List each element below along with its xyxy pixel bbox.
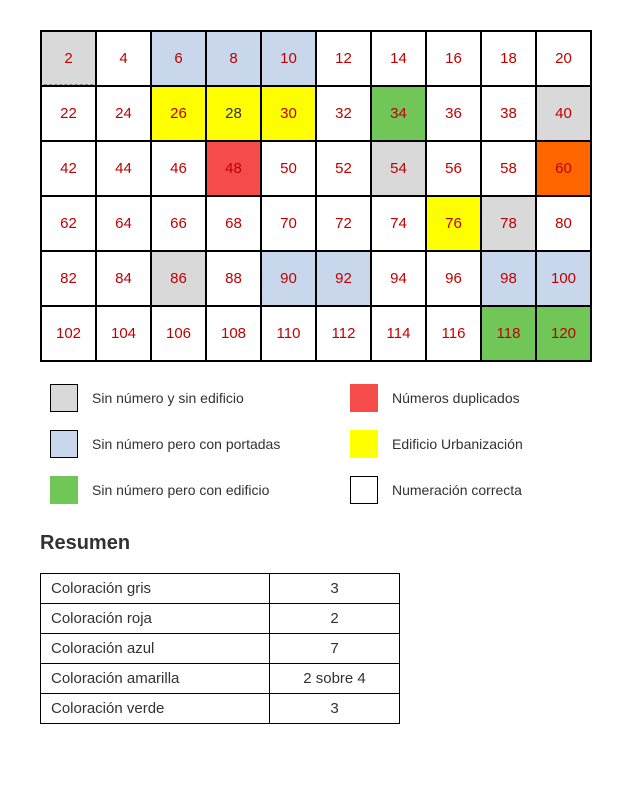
grid-cell: 18 [481, 31, 536, 86]
grid-cell: 40 [536, 86, 591, 141]
grid-cell: 14 [371, 31, 426, 86]
grid-cell: 116 [426, 306, 481, 361]
grid-cell: 38 [481, 86, 536, 141]
summary-value: 2 sobre 4 [270, 664, 400, 694]
legend-item: Números duplicados [350, 384, 610, 412]
table-row: Coloración roja2 [41, 604, 400, 634]
grid-cell: 94 [371, 251, 426, 306]
legend-item: Sin número y sin edificio [50, 384, 310, 412]
legend-item: Numeración correcta [350, 476, 610, 504]
summary-label: Coloración azul [41, 634, 270, 664]
grid-cell: 112 [316, 306, 371, 361]
grid-cell: 98 [481, 251, 536, 306]
grid-cell: 20 [536, 31, 591, 86]
grid-cell: 110 [261, 306, 316, 361]
grid-cell: 56 [426, 141, 481, 196]
legend-label: Números duplicados [392, 390, 520, 406]
grid-cell: 66 [151, 196, 206, 251]
grid-cell: 114 [371, 306, 426, 361]
grid-cell: 96 [426, 251, 481, 306]
grid-cell: 44 [96, 141, 151, 196]
legend-item: Edificio Urbanización [350, 430, 610, 458]
summary-value: 3 [270, 694, 400, 724]
grid-cell: 104 [96, 306, 151, 361]
grid-cell: 62 [41, 196, 96, 251]
table-row: Coloración azul7 [41, 634, 400, 664]
legend-swatch [50, 430, 78, 458]
grid-cell: 4 [96, 31, 151, 86]
legend-swatch [50, 384, 78, 412]
grid-cell: 6 [151, 31, 206, 86]
grid-cell: 86 [151, 251, 206, 306]
grid-cell: 58 [481, 141, 536, 196]
table-row: Coloración amarilla2 sobre 4 [41, 664, 400, 694]
summary-value: 7 [270, 634, 400, 664]
grid-cell: 54 [371, 141, 426, 196]
grid-cell: 46 [151, 141, 206, 196]
legend-label: Sin número pero con portadas [92, 436, 280, 452]
grid-cell: 118 [481, 306, 536, 361]
grid-cell: 120 [536, 306, 591, 361]
grid-cell: 88 [206, 251, 261, 306]
summary-label: Coloración roja [41, 604, 270, 634]
grid-cell: 108 [206, 306, 261, 361]
grid-cell: 30 [261, 86, 316, 141]
grid-cell: 76 [426, 196, 481, 251]
legend-label: Sin número y sin edificio [92, 390, 244, 406]
grid-cell: 70 [261, 196, 316, 251]
grid-cell: 74 [371, 196, 426, 251]
grid-cell: 34 [371, 86, 426, 141]
grid-cell: 2 [41, 31, 96, 86]
grid-cell: 72 [316, 196, 371, 251]
summary-value: 2 [270, 604, 400, 634]
legend-swatch [350, 430, 378, 458]
legend-swatch [350, 384, 378, 412]
summary-label: Coloración amarilla [41, 664, 270, 694]
summary-label: Coloración verde [41, 694, 270, 724]
grid-cell: 92 [316, 251, 371, 306]
grid-cell: 10 [261, 31, 316, 86]
grid-cell: 28 [206, 86, 261, 141]
legend-item: Sin número pero con portadas [50, 430, 310, 458]
grid-cell: 48 [206, 141, 261, 196]
grid-cell: 80 [536, 196, 591, 251]
grid-cell: 36 [426, 86, 481, 141]
grid-cell: 22 [41, 86, 96, 141]
grid-cell: 50 [261, 141, 316, 196]
grid-cell: 12 [316, 31, 371, 86]
grid-cell: 16 [426, 31, 481, 86]
grid-cell: 84 [96, 251, 151, 306]
grid-cell: 82 [41, 251, 96, 306]
grid-cell: 90 [261, 251, 316, 306]
grid-cell: 32 [316, 86, 371, 141]
grid-cell: 64 [96, 196, 151, 251]
grid-cell: 106 [151, 306, 206, 361]
grid-cell: 26 [151, 86, 206, 141]
legend-swatch [50, 476, 78, 504]
summary-table: Coloración gris3Coloración roja2Coloraci… [40, 573, 400, 724]
summary-value: 3 [270, 574, 400, 604]
legend: Sin número y sin edificio Números duplica… [50, 384, 610, 504]
table-row: Coloración verde3 [41, 694, 400, 724]
grid-cell: 68 [206, 196, 261, 251]
legend-swatch [350, 476, 378, 504]
grid-cell: 78 [481, 196, 536, 251]
grid-cell: 100 [536, 251, 591, 306]
legend-label: Numeración correcta [392, 482, 522, 498]
legend-label: Edificio Urbanización [392, 436, 523, 452]
grid-cell: 24 [96, 86, 151, 141]
grid-cell: 102 [41, 306, 96, 361]
legend-item: Sin número pero con edificio [50, 476, 310, 504]
grid-cell: 8 [206, 31, 261, 86]
grid-cell: 52 [316, 141, 371, 196]
summary-title: Resumen [40, 532, 601, 555]
grid-cell: 42 [41, 141, 96, 196]
summary-label: Coloración gris [41, 574, 270, 604]
legend-label: Sin número pero con edificio [92, 482, 269, 498]
number-grid: 2468101214161820222426283032343638404244… [40, 30, 592, 362]
table-row: Coloración gris3 [41, 574, 400, 604]
grid-cell: 60 [536, 141, 591, 196]
